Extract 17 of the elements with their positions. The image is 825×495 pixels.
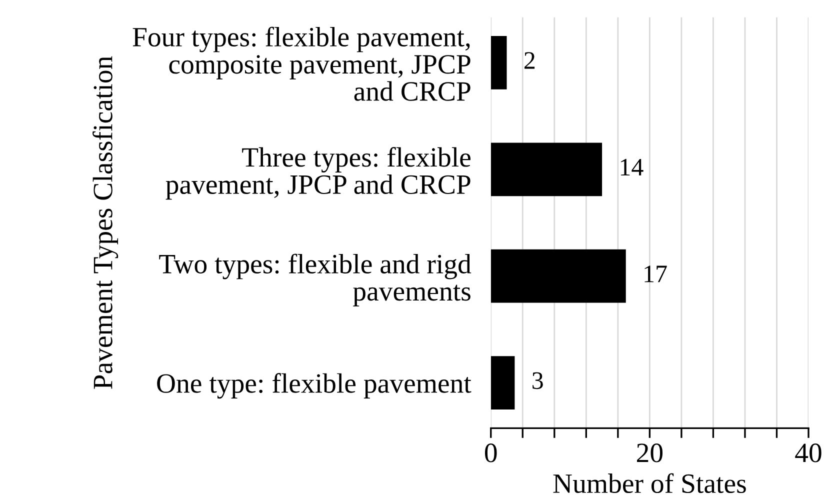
x-tick-label: 0 [484, 444, 497, 462]
y-axis-title: Pavement Types Classfication [92, 56, 118, 389]
y-tick-label: Four types: flexible pavement, composite pavement, JPCP and CRCP [132, 26, 470, 101]
bar [490, 36, 507, 90]
data-label: 3 [532, 372, 543, 390]
bar [490, 249, 626, 303]
x-tick-label: 20 [637, 444, 663, 462]
bar [490, 356, 515, 410]
bar [490, 142, 602, 196]
data-label: 17 [644, 266, 667, 282]
x-axis-title: Number of States [553, 473, 746, 494]
y-tick-label: Two types: flexible and rigd pavements [159, 254, 472, 306]
y-tick-label: Three types: flexible pavement, JPCP and CRCP [166, 146, 470, 200]
y-tick-label: One type: flexible pavement [157, 373, 472, 399]
data-label: 2 [524, 52, 535, 69]
data-label: 14 [620, 158, 644, 176]
x-tick-label: 40 [795, 444, 822, 462]
